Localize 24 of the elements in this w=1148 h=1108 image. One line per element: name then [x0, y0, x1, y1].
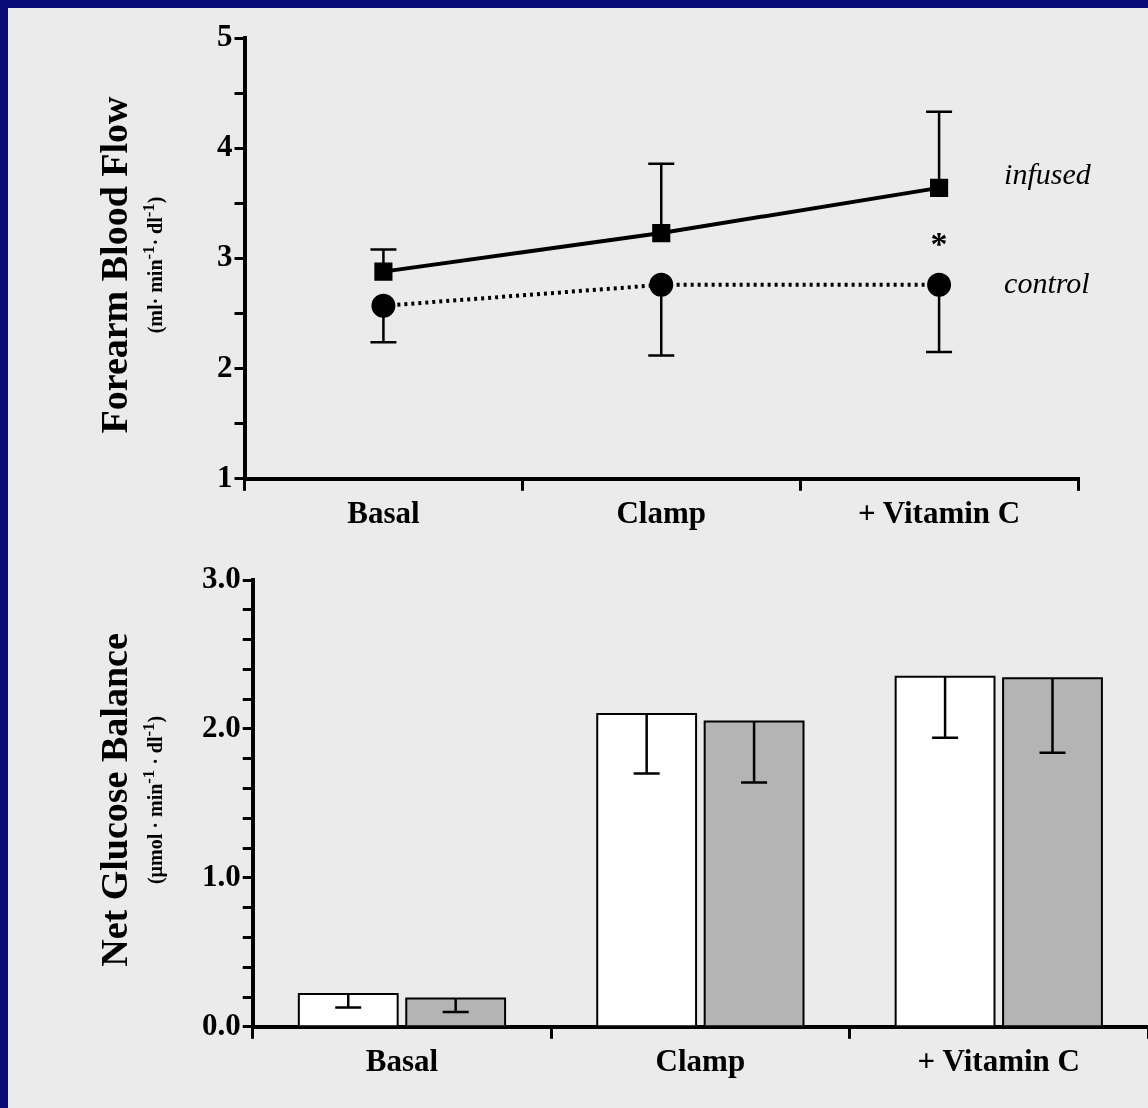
point [927, 272, 952, 297]
x-tick-label: + Vitamin C [917, 1043, 1080, 1079]
y-tick-label: 2 [217, 348, 233, 384]
point [930, 178, 949, 197]
y-tick-label: 3.0 [202, 560, 241, 596]
y-tick-label: 5 [217, 18, 233, 54]
y-tick-label: 1 [217, 458, 233, 494]
point [652, 223, 671, 243]
y-tick-label: 4 [217, 128, 233, 164]
y-tick-label: 2.0 [202, 708, 241, 744]
x-tick-label: Clamp [616, 495, 707, 531]
annotation: * [930, 225, 948, 263]
point [649, 272, 674, 297]
point [374, 262, 393, 281]
x-tick-label: Basal [365, 1043, 439, 1079]
series-label: infused [1004, 156, 1092, 190]
y-tick-label: 3 [217, 238, 233, 274]
point [371, 293, 396, 318]
y-tick-label: 0.0 [202, 1006, 241, 1042]
y-tick-label: 1.0 [202, 857, 241, 893]
x-tick-label: Basal [347, 495, 420, 531]
series-label: control [1004, 265, 1090, 299]
x-tick-label: Clamp [655, 1043, 746, 1079]
x-tick-label: + Vitamin C [857, 495, 1021, 531]
